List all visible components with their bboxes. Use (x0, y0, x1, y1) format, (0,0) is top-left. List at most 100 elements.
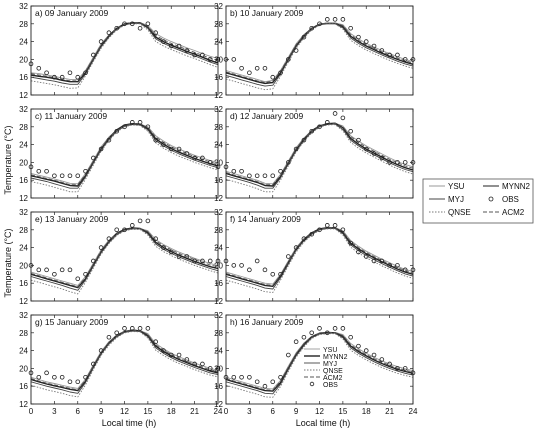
obs-point (153, 137, 158, 143)
y-tick-label: 28 (214, 123, 223, 132)
y-tick-label: 28 (214, 226, 223, 235)
y-tick-label: 20 (19, 158, 28, 167)
obs-point (309, 128, 315, 134)
obs-point (145, 124, 151, 130)
series-line-ysu (30, 123, 219, 185)
x-tick-label: 3 (52, 407, 57, 416)
obs-point (168, 146, 174, 152)
obs-point (231, 374, 237, 380)
series-line-ysu (30, 228, 219, 286)
x-tick-label: 18 (167, 407, 176, 416)
obs-point (114, 330, 120, 336)
obs-point (270, 173, 276, 179)
obs-point (254, 379, 260, 385)
obs-point (44, 267, 49, 273)
obs-point (395, 160, 400, 165)
series-line-qnse (30, 23, 219, 89)
obs-point (324, 120, 330, 125)
axis-titles: Temperature (°C) Temperature (°C) Local … (3, 125, 350, 428)
obs-point (168, 352, 174, 358)
obs-point (247, 70, 252, 76)
obs-point (114, 25, 120, 31)
obs-point (387, 52, 392, 58)
y-tick-label: 20 (214, 55, 223, 64)
obs-point (106, 137, 112, 143)
obs-point (270, 271, 276, 277)
panel-title: b) 10 January 2009 (230, 8, 304, 18)
obs-point (262, 66, 268, 71)
obs-point (161, 39, 166, 44)
obs-point (75, 379, 81, 385)
x-tick-label: 9 (99, 407, 104, 416)
y-tick-label: 20 (19, 364, 28, 373)
obs-point (161, 142, 166, 147)
obs-point (200, 361, 205, 367)
series-line-myj (30, 22, 219, 85)
obs-point (239, 66, 244, 71)
obs-point (286, 254, 291, 259)
obs-point (387, 263, 392, 268)
legend-label: QNSE (448, 208, 471, 217)
obs-point (270, 379, 276, 385)
y-tick-label: 12 (214, 297, 223, 306)
panel-1: 12 16 20 24 28 32 a) 09 January 2009 (19, 2, 221, 100)
x-axis-title-right: Local time (h) (296, 418, 351, 428)
obs-point (129, 223, 135, 228)
y-tick-label: 16 (214, 176, 223, 185)
obs-point (83, 169, 88, 174)
y-tick-label: 28 (19, 123, 28, 132)
series-line-ysu (30, 329, 219, 389)
obs-point (59, 267, 65, 273)
obs-point (168, 43, 174, 49)
obs-point (286, 160, 291, 165)
obs-point (387, 160, 392, 165)
obs-point (340, 326, 346, 331)
obs-point (75, 74, 81, 80)
obs-point (114, 128, 120, 134)
panel-6: 12 16 20 24 28 32 f) 14 January 2009 (214, 208, 416, 306)
obs-point (254, 258, 260, 264)
obs-point (91, 258, 96, 264)
obs-point (207, 160, 213, 165)
obs-point (137, 120, 143, 125)
obs-point (332, 326, 338, 331)
panel-2: 12 16 20 24 28 32 b) 10 January 2009 (214, 2, 416, 100)
obs-point (254, 173, 260, 179)
y-tick-label: 16 (19, 382, 28, 391)
inset-legend-label: MYNN2 (323, 354, 348, 361)
obs-point (153, 339, 158, 345)
obs-point (231, 263, 237, 268)
inset-legend-label: ACM2 (323, 375, 343, 382)
obs-point (363, 39, 369, 44)
obs-point (52, 374, 57, 380)
obs-point (36, 169, 42, 174)
obs-point (200, 52, 205, 58)
y-tick-label: 20 (214, 364, 223, 373)
obs-point (59, 374, 65, 380)
series-line-qnse (30, 331, 219, 398)
y-tick-label: 32 (214, 105, 223, 114)
obs-point (176, 254, 182, 259)
x-tick-label: 15 (338, 407, 347, 416)
x-tick-label: 0 (29, 407, 34, 416)
series-line-mynn2 (30, 22, 219, 83)
obs-point (278, 374, 283, 380)
obs-point (36, 267, 42, 273)
obs-point (324, 223, 330, 228)
panel-title: c) 11 January 2009 (35, 111, 107, 121)
obs-point (309, 330, 315, 336)
y-tick-label: 24 (214, 38, 223, 47)
obs-point (67, 267, 73, 273)
obs-point (317, 326, 322, 331)
y-tick-label: 32 (19, 208, 28, 217)
obs-point (75, 173, 81, 179)
obs-point (137, 326, 143, 331)
series-line-qnse (30, 124, 219, 193)
obs-point (129, 21, 135, 27)
y-tick-label: 16 (19, 176, 28, 185)
y-tick-label: 24 (214, 141, 223, 150)
x-tick-label: 24 (409, 407, 418, 416)
y-tick-label: 28 (214, 20, 223, 29)
obs-point (402, 366, 408, 371)
